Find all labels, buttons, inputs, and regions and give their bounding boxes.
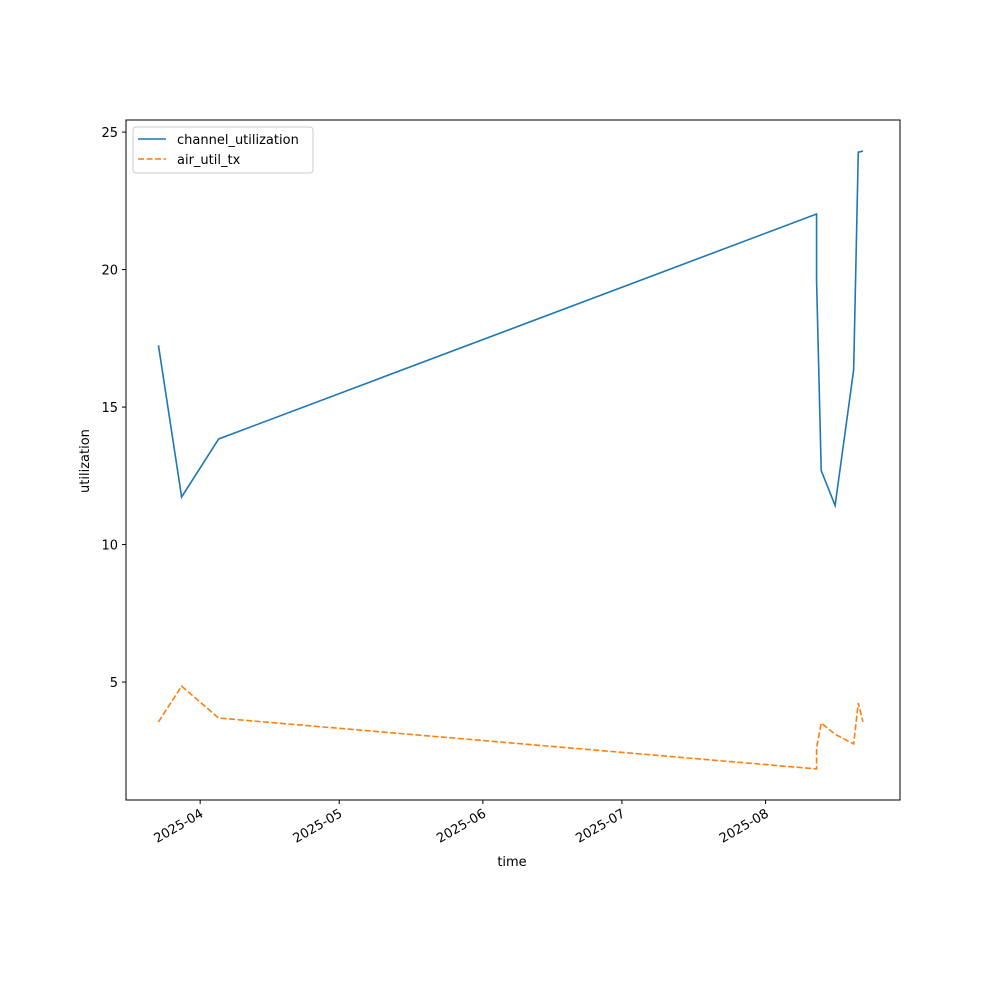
x-axis-label: time — [497, 855, 526, 870]
y-tick-label: 25 — [101, 126, 118, 141]
legend-label: air_util_tx — [177, 153, 241, 168]
legend-label: channel_utilization — [177, 133, 299, 148]
y-tick-label: 5 — [110, 676, 118, 691]
legend-box — [132, 126, 314, 174]
y-axis-label: utilization — [78, 429, 93, 493]
plot-frame — [125, 119, 901, 801]
series-line — [157, 684, 864, 770]
series-line — [157, 150, 864, 509]
y-tick-label: 20 — [101, 264, 118, 279]
y-tick-label: 15 — [101, 401, 118, 416]
y-tick-label: 10 — [101, 539, 118, 554]
